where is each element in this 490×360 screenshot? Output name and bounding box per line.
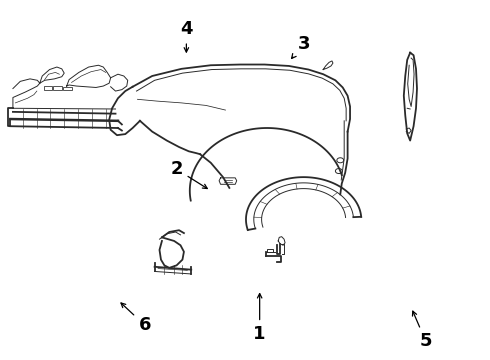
Text: 6: 6 bbox=[121, 303, 151, 334]
Text: 4: 4 bbox=[180, 21, 193, 52]
Text: 2: 2 bbox=[171, 160, 207, 189]
Bar bbox=[44, 86, 52, 90]
Bar bbox=[63, 87, 72, 90]
Bar bbox=[267, 249, 273, 252]
Text: 1: 1 bbox=[253, 293, 266, 343]
Text: 5: 5 bbox=[413, 311, 432, 350]
Bar bbox=[53, 86, 62, 90]
Text: 3: 3 bbox=[292, 35, 310, 58]
